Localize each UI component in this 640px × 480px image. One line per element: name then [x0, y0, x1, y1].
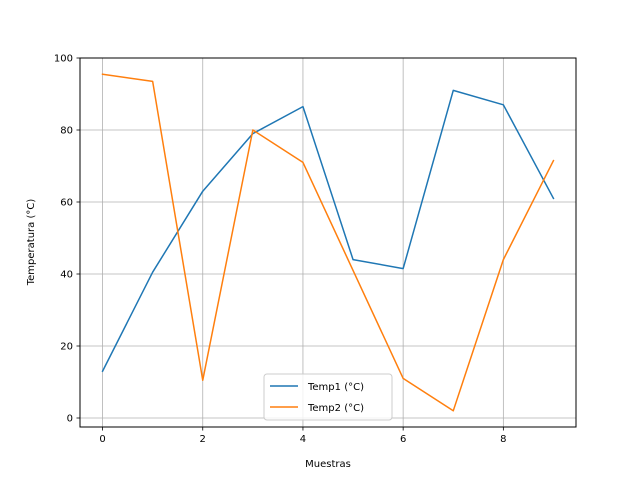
- plot-frame: [79, 57, 577, 428]
- x-tick-label: 4: [300, 434, 306, 445]
- x-tick-label: 2: [200, 434, 206, 445]
- y-tick-label: 40: [60, 270, 73, 281]
- x-axis-label: Muestras: [305, 459, 351, 470]
- legend: Temp1 (°C) Temp2 (°C): [263, 373, 393, 421]
- grid: [80, 57, 576, 427]
- series-lines: [101, 73, 555, 412]
- legend-label-temp1: Temp1 (°C): [307, 382, 364, 393]
- x-tick-label: 8: [500, 434, 506, 445]
- y-tick-label: 20: [60, 342, 73, 353]
- y-tick-label: 60: [60, 198, 73, 209]
- legend-label-temp2: Temp2 (°C): [307, 403, 364, 414]
- series-line-temp1: [101, 89, 555, 373]
- x-tick-label: 6: [400, 434, 406, 445]
- y-axis-ticks: 0 20 40 60 80 100: [54, 54, 80, 425]
- y-tick-label: 80: [60, 126, 73, 137]
- x-axis-ticks: 0 2 4 6 8: [99, 427, 507, 445]
- y-tick-label: 0: [67, 414, 73, 425]
- y-tick-label: 100: [54, 54, 73, 65]
- y-axis-label: Temperatura (°C): [26, 199, 37, 287]
- x-tick-label: 0: [99, 434, 105, 445]
- series-line-temp2: [101, 73, 555, 412]
